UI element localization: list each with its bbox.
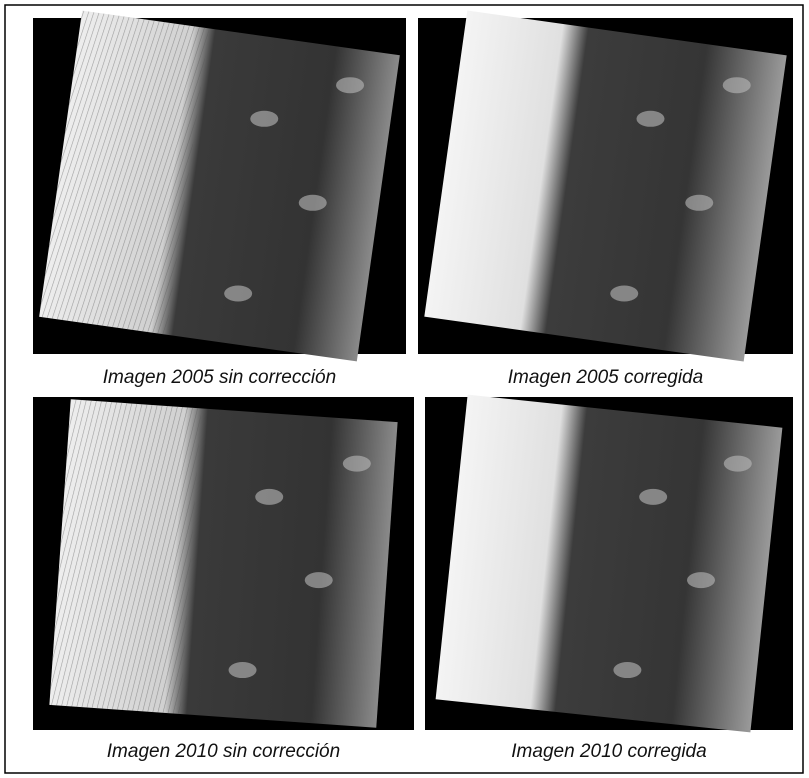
cloud bbox=[685, 195, 713, 211]
stripe-artifact bbox=[49, 399, 201, 714]
cloud bbox=[250, 111, 278, 127]
scene bbox=[436, 395, 783, 733]
figure: Imagen 2005 sin corrección Imagen 2005 co… bbox=[0, 0, 809, 778]
cloud bbox=[723, 77, 751, 93]
satellite-image bbox=[418, 11, 793, 362]
cloud bbox=[639, 489, 667, 505]
cloud bbox=[336, 77, 364, 93]
caption: Imagen 2005 corregida bbox=[508, 367, 703, 388]
caption: Imagen 2010 sin corrección bbox=[107, 741, 340, 762]
cloud bbox=[343, 456, 371, 472]
cloud bbox=[299, 195, 327, 211]
cloud bbox=[687, 572, 715, 588]
scene bbox=[424, 11, 786, 362]
cloud bbox=[305, 572, 333, 588]
cloud bbox=[229, 662, 257, 678]
cloud bbox=[637, 111, 665, 127]
cloud bbox=[613, 662, 641, 678]
figure-canvas: Imagen 2005 sin corrección Imagen 2005 co… bbox=[0, 0, 809, 778]
cloud bbox=[724, 456, 752, 472]
cloud bbox=[610, 286, 638, 302]
cloud bbox=[255, 489, 283, 505]
satellite-image bbox=[425, 395, 793, 733]
caption: Imagen 2010 corregida bbox=[511, 741, 706, 762]
caption: Imagen 2005 sin corrección bbox=[103, 367, 336, 388]
cloud bbox=[224, 286, 252, 302]
satellite-image bbox=[33, 397, 414, 730]
satellite-image bbox=[33, 11, 406, 362]
